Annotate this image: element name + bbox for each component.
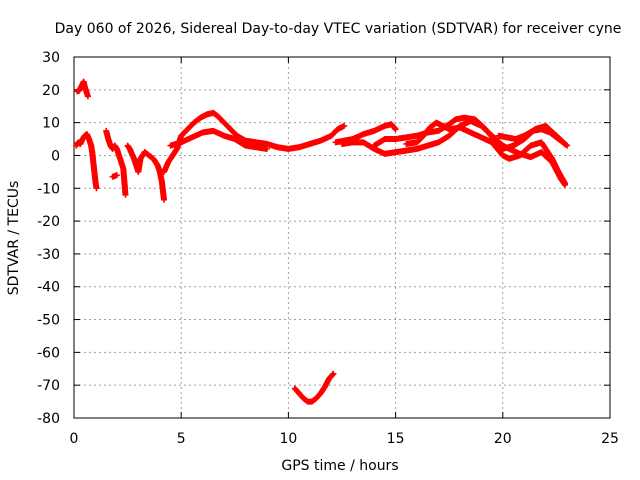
y-tick-label: -80 — [37, 411, 60, 427]
grid — [74, 57, 610, 418]
data-point — [93, 185, 100, 192]
data-point — [392, 126, 399, 133]
y-axis-label: SDTVAR / TECUs — [6, 181, 22, 296]
x-tick-label: 10 — [279, 431, 297, 447]
y-tick-label: -60 — [37, 345, 60, 361]
y-tick-label: -10 — [37, 181, 60, 197]
y-tick-label: 10 — [42, 116, 60, 132]
y-tick-label: 20 — [42, 83, 60, 99]
y-tick-label: -70 — [37, 378, 60, 394]
y-tick-label: -20 — [37, 214, 60, 230]
x-tick-label: 15 — [387, 431, 405, 447]
x-axis-label: GPS time / hours — [281, 458, 398, 474]
data-point — [122, 191, 129, 198]
y-tick-label: -40 — [37, 280, 60, 296]
data-point — [561, 180, 568, 187]
data-point — [341, 122, 348, 129]
chart-title: Day 060 of 2026, Sidereal Day-to-day VTE… — [55, 21, 622, 37]
data-points — [73, 78, 571, 405]
y-tick-label: 30 — [42, 50, 60, 66]
axis-ticks: 0 5 10 15 20 25 -80 -70 -60 -50 -40 -30 -20 -10 0 10 20 3… — [37, 50, 619, 447]
data-point — [564, 142, 571, 149]
x-tick-label: 20 — [494, 431, 512, 447]
plot-frame — [73, 56, 611, 419]
x-tick-label: 5 — [177, 431, 186, 447]
x-tick-label: 0 — [70, 431, 79, 447]
data-point — [113, 172, 120, 179]
y-tick-label: 0 — [51, 148, 60, 164]
data-point — [330, 370, 337, 377]
y-tick-label: -30 — [37, 247, 60, 263]
data-point — [263, 145, 270, 152]
data-point — [84, 93, 91, 100]
data-point — [161, 196, 168, 203]
x-tick-label: 25 — [601, 431, 619, 447]
y-tick-label: -50 — [37, 313, 60, 329]
